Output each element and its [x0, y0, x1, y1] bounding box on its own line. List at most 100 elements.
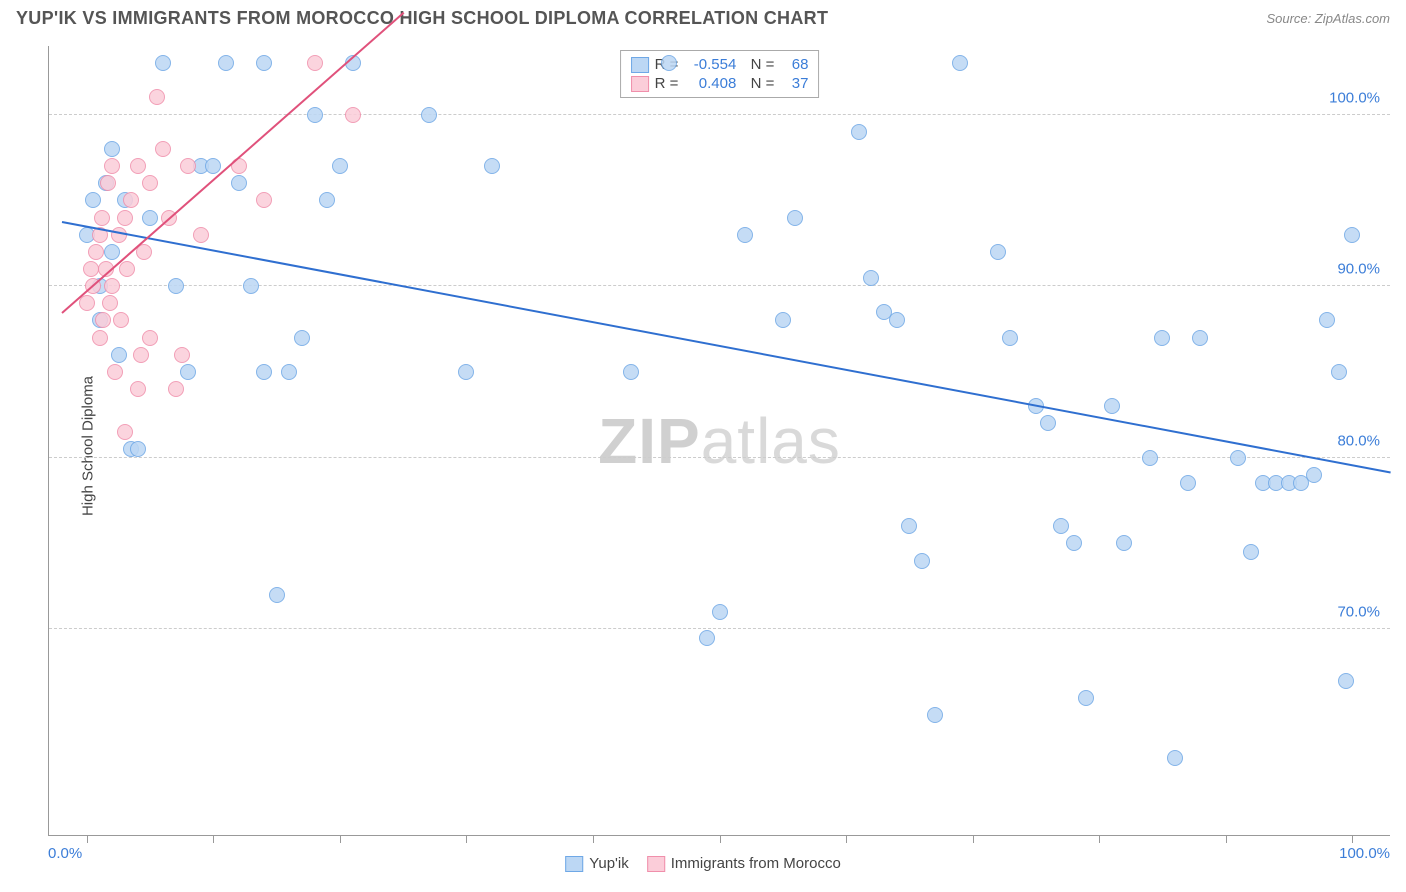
- gridline: [49, 114, 1390, 115]
- data-point: [914, 553, 930, 569]
- data-point: [133, 347, 149, 363]
- data-point: [484, 158, 500, 174]
- watermark-zip: ZIP: [598, 405, 701, 477]
- stat-n-value: 37: [780, 75, 808, 92]
- data-point: [193, 227, 209, 243]
- data-point: [113, 312, 129, 328]
- data-point: [155, 141, 171, 157]
- data-point: [104, 278, 120, 294]
- gridline: [49, 457, 1390, 458]
- data-point: [88, 244, 104, 260]
- legend-swatch: [565, 856, 583, 872]
- trend-line: [61, 221, 1390, 473]
- data-point: [85, 192, 101, 208]
- stats-legend: R =-0.554 N =68R =0.408 N =37: [620, 50, 820, 98]
- data-point: [863, 270, 879, 286]
- data-point: [256, 364, 272, 380]
- data-point: [218, 55, 234, 71]
- data-point: [990, 244, 1006, 260]
- data-point: [205, 158, 221, 174]
- data-point: [1230, 450, 1246, 466]
- x-tick: [973, 835, 974, 843]
- legend-stat-row: R = 0.408 N = 37: [631, 74, 809, 93]
- legend-swatch: [647, 856, 665, 872]
- watermark-rest: atlas: [701, 405, 841, 477]
- data-point: [332, 158, 348, 174]
- data-point: [901, 518, 917, 534]
- x-tick: [1352, 835, 1353, 843]
- data-point: [1154, 330, 1170, 346]
- data-point: [1344, 227, 1360, 243]
- y-tick-label: 100.0%: [1329, 89, 1380, 106]
- data-point: [117, 424, 133, 440]
- data-point: [130, 381, 146, 397]
- data-point: [1180, 475, 1196, 491]
- legend-swatch: [631, 57, 649, 73]
- data-point: [1002, 330, 1018, 346]
- data-point: [256, 55, 272, 71]
- data-point: [149, 89, 165, 105]
- data-point: [142, 210, 158, 226]
- data-point: [1319, 312, 1335, 328]
- data-point: [174, 347, 190, 363]
- x-tick: [1226, 835, 1227, 843]
- data-point: [889, 312, 905, 328]
- data-point: [1066, 535, 1082, 551]
- data-point: [1192, 330, 1208, 346]
- data-point: [1243, 544, 1259, 560]
- data-point: [269, 587, 285, 603]
- watermark: ZIPatlas: [598, 404, 841, 478]
- x-tick: [846, 835, 847, 843]
- data-point: [95, 312, 111, 328]
- data-point: [168, 381, 184, 397]
- data-point: [155, 55, 171, 71]
- data-point: [83, 261, 99, 277]
- data-point: [712, 604, 728, 620]
- data-point: [661, 55, 677, 71]
- data-point: [104, 158, 120, 174]
- data-point: [775, 312, 791, 328]
- data-point: [1142, 450, 1158, 466]
- data-point: [100, 175, 116, 191]
- data-point: [294, 330, 310, 346]
- data-point: [142, 330, 158, 346]
- data-point: [256, 192, 272, 208]
- stat-r-label: R =: [655, 75, 679, 92]
- data-point: [117, 210, 133, 226]
- stat-n-label: N =: [742, 75, 774, 92]
- data-point: [168, 278, 184, 294]
- data-point: [1306, 467, 1322, 483]
- chart-area: ZIPatlas R =-0.554 N =68R =0.408 N =37 7…: [48, 46, 1390, 836]
- data-point: [737, 227, 753, 243]
- data-point: [231, 175, 247, 191]
- data-point: [699, 630, 715, 646]
- data-point: [319, 192, 335, 208]
- x-tick: [593, 835, 594, 843]
- data-point: [111, 347, 127, 363]
- data-point: [281, 364, 297, 380]
- data-point: [180, 158, 196, 174]
- stat-n-value: 68: [780, 56, 808, 73]
- y-tick-label: 70.0%: [1337, 604, 1380, 621]
- data-point: [1040, 415, 1056, 431]
- data-point: [458, 364, 474, 380]
- x-tick: [466, 835, 467, 843]
- source-label: Source: ZipAtlas.com: [1266, 11, 1390, 26]
- y-tick-label: 90.0%: [1337, 261, 1380, 278]
- chart-title: YUP'IK VS IMMIGRANTS FROM MOROCCO HIGH S…: [16, 8, 828, 29]
- stat-r-value: 0.408: [684, 75, 736, 92]
- legend-label: Immigrants from Morocco: [671, 855, 841, 872]
- data-point: [307, 107, 323, 123]
- x-tick-label-max: 100.0%: [1339, 845, 1390, 862]
- series-legend: Yup'ikImmigrants from Morocco: [565, 855, 841, 872]
- data-point: [79, 295, 95, 311]
- data-point: [92, 330, 108, 346]
- data-point: [1078, 690, 1094, 706]
- data-point: [119, 261, 135, 277]
- x-tick: [213, 835, 214, 843]
- x-tick-label-min: 0.0%: [48, 845, 82, 862]
- data-point: [623, 364, 639, 380]
- data-point: [952, 55, 968, 71]
- data-point: [1053, 518, 1069, 534]
- data-point: [345, 107, 361, 123]
